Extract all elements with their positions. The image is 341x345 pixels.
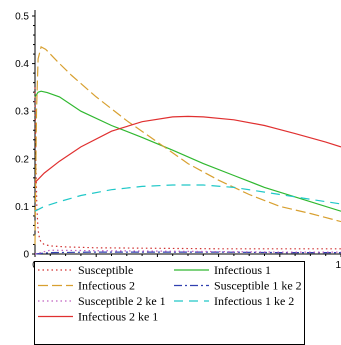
legend-label: Infectious 2 bbox=[78, 279, 135, 293]
legend-box bbox=[34, 261, 305, 345]
series-line bbox=[34, 249, 341, 255]
y-tick-label: 0.4 bbox=[15, 59, 29, 70]
y-tick-label: 0.1 bbox=[15, 202, 29, 213]
y-tick-label: 0 bbox=[23, 250, 29, 261]
legend-label: Susceptible bbox=[78, 263, 133, 277]
x-tick-label: 10 bbox=[335, 260, 341, 271]
legend-label: Infectious 2 ke 1 bbox=[78, 310, 158, 324]
axes: 00.10.20.30.40.50246810 bbox=[15, 10, 341, 271]
legend-label: Susceptible 2 ke 1 bbox=[78, 294, 166, 308]
series-line bbox=[34, 90, 341, 212]
series-line bbox=[34, 251, 341, 255]
y-tick-label: 0.5 bbox=[15, 12, 29, 23]
series-layer bbox=[34, 46, 341, 255]
series-line bbox=[34, 184, 341, 212]
y-tick-label: 0.2 bbox=[15, 154, 29, 165]
y-tick-label: 0.3 bbox=[15, 107, 29, 118]
legend-label: Infectious 1 ke 2 bbox=[214, 294, 294, 308]
legend-label: Infectious 1 bbox=[214, 263, 271, 277]
series-line bbox=[34, 115, 341, 184]
series-line bbox=[34, 46, 341, 245]
legend-label: Susceptible 1 ke 2 bbox=[214, 279, 302, 293]
